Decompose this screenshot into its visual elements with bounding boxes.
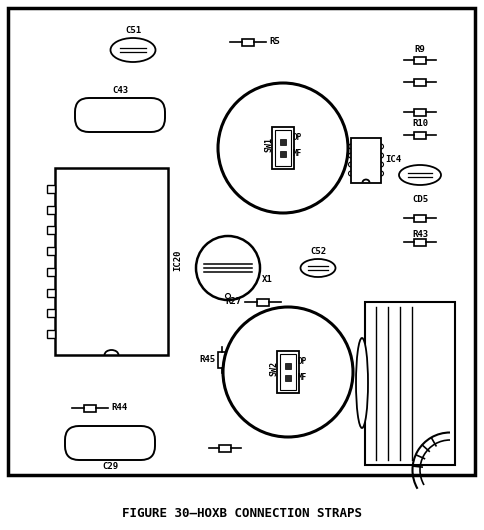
Bar: [8, 8, 475, 475]
Text: X1: X1: [262, 276, 273, 285]
Bar: [47, 206, 55, 214]
Text: R44: R44: [111, 403, 127, 412]
Text: R45: R45: [199, 356, 215, 365]
Circle shape: [218, 83, 348, 213]
Bar: [47, 226, 55, 234]
Bar: [280, 354, 296, 390]
Bar: [351, 137, 381, 182]
Text: R5: R5: [269, 38, 280, 47]
Ellipse shape: [110, 38, 155, 62]
Bar: [47, 310, 55, 317]
Bar: [219, 445, 231, 452]
Circle shape: [196, 236, 260, 300]
Bar: [277, 351, 299, 393]
Bar: [242, 39, 254, 46]
Bar: [280, 151, 286, 157]
Bar: [285, 363, 291, 369]
Text: R9: R9: [415, 45, 425, 54]
Bar: [275, 130, 291, 166]
Text: MF: MF: [297, 373, 307, 382]
Circle shape: [226, 294, 230, 298]
Text: DP: DP: [297, 358, 307, 367]
Bar: [414, 215, 426, 222]
Bar: [55, 168, 168, 355]
Text: C43: C43: [112, 86, 128, 95]
Text: R43: R43: [412, 230, 428, 239]
Bar: [47, 247, 55, 255]
Bar: [272, 127, 294, 169]
Bar: [414, 109, 426, 116]
Bar: [47, 330, 55, 338]
FancyBboxPatch shape: [75, 98, 165, 132]
Ellipse shape: [301, 259, 335, 277]
Text: C51: C51: [125, 26, 141, 35]
Bar: [365, 302, 455, 465]
Text: CD5: CD5: [412, 195, 428, 204]
Text: R10: R10: [412, 119, 428, 128]
Bar: [257, 298, 269, 305]
Text: C52: C52: [310, 247, 326, 256]
Bar: [280, 139, 286, 145]
Bar: [414, 238, 426, 245]
Circle shape: [223, 307, 353, 437]
Ellipse shape: [356, 338, 368, 428]
Text: R27: R27: [226, 297, 242, 306]
Bar: [414, 57, 426, 64]
Bar: [84, 404, 96, 411]
Text: IC20: IC20: [173, 249, 182, 271]
Text: DP: DP: [292, 134, 302, 143]
Bar: [414, 78, 426, 85]
Bar: [47, 268, 55, 276]
Ellipse shape: [399, 165, 441, 185]
Text: SW1: SW1: [264, 137, 273, 152]
FancyBboxPatch shape: [65, 426, 155, 460]
Text: IC4: IC4: [385, 155, 401, 164]
Text: FIGURE 30—HOXB CONNECTION STRAPS: FIGURE 30—HOXB CONNECTION STRAPS: [122, 507, 362, 520]
Bar: [47, 185, 55, 193]
Text: C29: C29: [102, 462, 118, 471]
Text: SW2: SW2: [270, 360, 278, 375]
Bar: [47, 289, 55, 297]
Bar: [285, 375, 291, 381]
Text: MF: MF: [292, 148, 302, 157]
Bar: [218, 352, 226, 368]
Bar: [414, 131, 426, 138]
